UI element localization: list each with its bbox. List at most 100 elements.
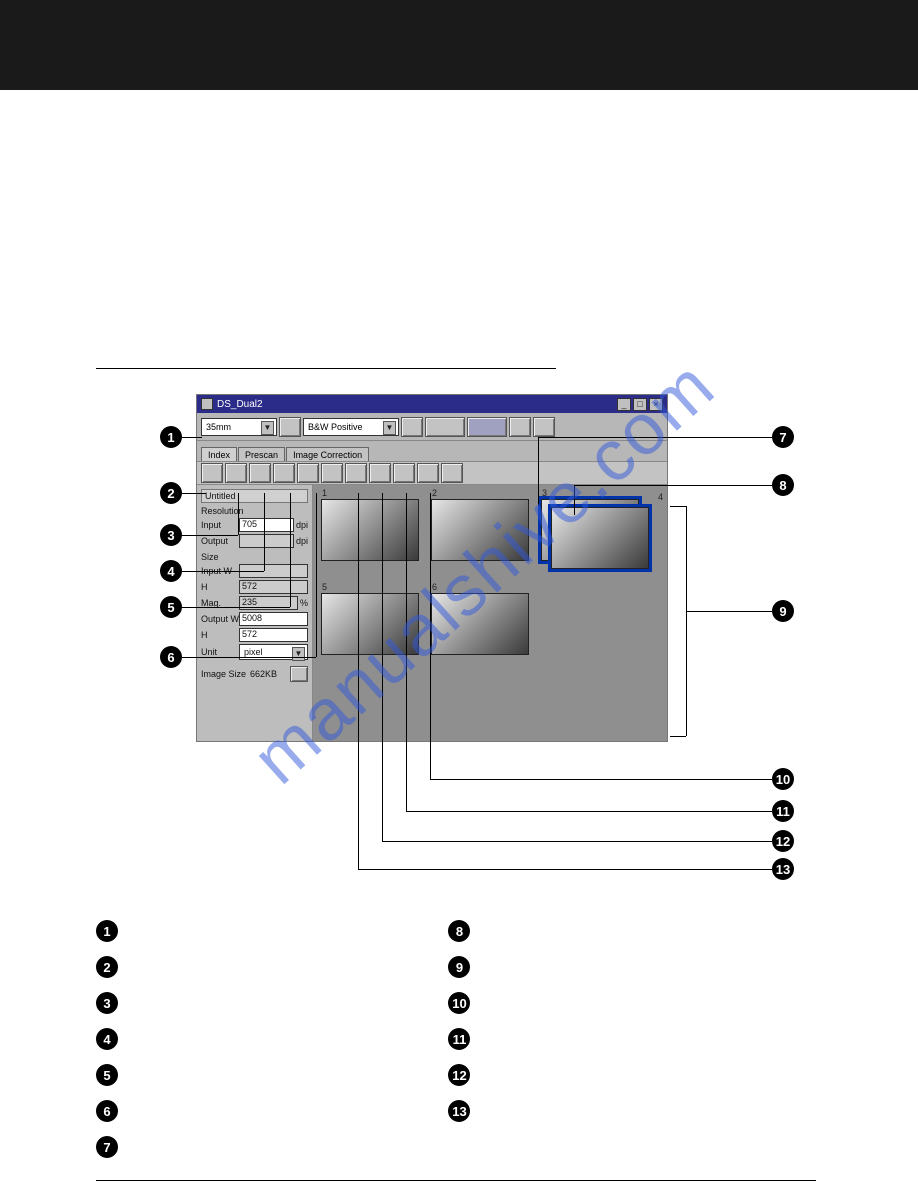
btn-8[interactable]	[369, 463, 391, 483]
callout-4: 4	[160, 560, 182, 582]
resolution-label: Resolution	[201, 506, 308, 516]
eject-button[interactable]	[509, 417, 531, 437]
legend-3: 3	[96, 992, 118, 1014]
btn-7[interactable]	[345, 463, 367, 483]
callout-8: 8	[772, 474, 794, 496]
page: DS_Dual2 _ □ × 35mm B&W Positive Index P…	[0, 0, 918, 1188]
lead	[670, 736, 686, 737]
lead	[182, 437, 202, 438]
legend-8: 8	[448, 920, 470, 942]
unit-label: Unit	[201, 647, 239, 657]
scan-button[interactable]	[467, 417, 507, 437]
work-area: Untitled Resolution Input 705 dpi Output…	[197, 485, 667, 741]
legend-10: 10	[448, 992, 470, 1014]
lead	[430, 493, 431, 779]
h-field[interactable]: 572	[239, 580, 308, 594]
tab-index[interactable]: Index	[201, 447, 237, 461]
legend-9: 9	[448, 956, 470, 978]
load-job-button[interactable]	[441, 463, 463, 483]
input-res-field[interactable]: 705	[239, 518, 294, 532]
lead	[430, 779, 772, 780]
lead	[382, 841, 772, 842]
film-type-select[interactable]: B&W Positive	[303, 418, 399, 436]
output-label: Output	[201, 536, 239, 546]
thumbnail-6[interactable]: 6	[431, 593, 529, 655]
film-type-value: B&W Positive	[308, 422, 363, 432]
rotate-left-button[interactable]	[201, 463, 223, 483]
legend-col-right: 8 9 10 11 12 13	[448, 920, 796, 1136]
tab-strip: Index Prescan Image Correction	[197, 441, 667, 461]
callout-7: 7	[772, 426, 794, 448]
h2-field[interactable]: 572	[239, 628, 308, 642]
film-format-value: 35mm	[206, 422, 231, 432]
lead	[238, 493, 239, 535]
minimize-button[interactable]: _	[617, 398, 631, 411]
thumbnail-2[interactable]: 2	[431, 499, 529, 561]
output-res-field[interactable]	[239, 534, 294, 548]
maximize-button[interactable]: □	[633, 398, 647, 411]
lead	[182, 607, 290, 608]
callout-9: 9	[772, 600, 794, 622]
pct-unit: %	[300, 598, 308, 608]
input-label: Input	[201, 520, 239, 530]
thumbnail-area: 1 2 3 4 5 6	[313, 485, 667, 741]
lead	[316, 493, 317, 657]
callout-12: 12	[772, 830, 794, 852]
pref-button[interactable]	[533, 417, 555, 437]
thumbnail-1[interactable]: 1	[321, 499, 419, 561]
rotate-right-button[interactable]	[225, 463, 247, 483]
imagesize-value: 662KB	[250, 669, 277, 679]
tab-prescan[interactable]: Prescan	[238, 447, 285, 461]
section-rule	[96, 368, 556, 369]
index-toolbar	[197, 461, 667, 485]
h2-label: H	[201, 630, 239, 640]
toolbar-btn-a[interactable]	[401, 417, 423, 437]
thumbnail-4[interactable]: 4	[551, 507, 649, 569]
legend-7: 7	[96, 1136, 118, 1158]
lead	[574, 485, 575, 515]
prescan-button[interactable]	[425, 417, 465, 437]
flip-h-button[interactable]	[249, 463, 271, 483]
close-button[interactable]: ×	[649, 398, 663, 411]
lead	[686, 506, 687, 736]
outputw-field[interactable]: 5008	[239, 612, 308, 626]
window-title: DS_Dual2	[217, 399, 263, 410]
fit-window-button[interactable]	[297, 463, 319, 483]
lead	[382, 493, 383, 841]
output-res-row: Output dpi	[201, 534, 308, 548]
sys-icon	[201, 398, 213, 410]
flip-v-button[interactable]	[273, 463, 295, 483]
lead	[182, 657, 316, 658]
reverse-order-button[interactable]	[321, 463, 343, 483]
imagesize-row: Image Size 662KB	[201, 666, 308, 682]
load-index-button[interactable]	[417, 463, 439, 483]
legend: 1 2 3 4 5 6 7 8 9 10 11 12 13	[96, 920, 816, 1172]
reset-button[interactable]	[290, 666, 308, 682]
lead	[358, 869, 772, 870]
lead	[182, 535, 238, 536]
lead	[406, 811, 772, 812]
index-scan-button[interactable]	[279, 417, 301, 437]
thumb-num: 2	[432, 488, 437, 498]
tab-image-correction[interactable]: Image Correction	[286, 447, 369, 461]
page-header-bar	[0, 0, 918, 90]
callout-2: 2	[160, 482, 182, 504]
film-format-select[interactable]: 35mm	[201, 418, 277, 436]
legend-2: 2	[96, 956, 118, 978]
lead	[574, 485, 772, 486]
imagesize-label: Image Size	[201, 669, 246, 679]
legend-1: 1	[96, 920, 118, 942]
callout-1: 1	[160, 426, 182, 448]
h-label: H	[201, 582, 239, 592]
save-index-button[interactable]	[393, 463, 415, 483]
lead	[538, 437, 772, 438]
dpi-unit: dpi	[296, 520, 308, 530]
thumb-num: 6	[432, 582, 437, 592]
thumbnail-5[interactable]: 5	[321, 593, 419, 655]
lead	[406, 493, 407, 811]
callout-6: 6	[160, 646, 182, 668]
lead	[538, 437, 539, 505]
dpi-unit-2: dpi	[296, 536, 308, 546]
titlebar: DS_Dual2 _ □ ×	[197, 395, 667, 413]
thumb-num: 5	[322, 582, 327, 592]
